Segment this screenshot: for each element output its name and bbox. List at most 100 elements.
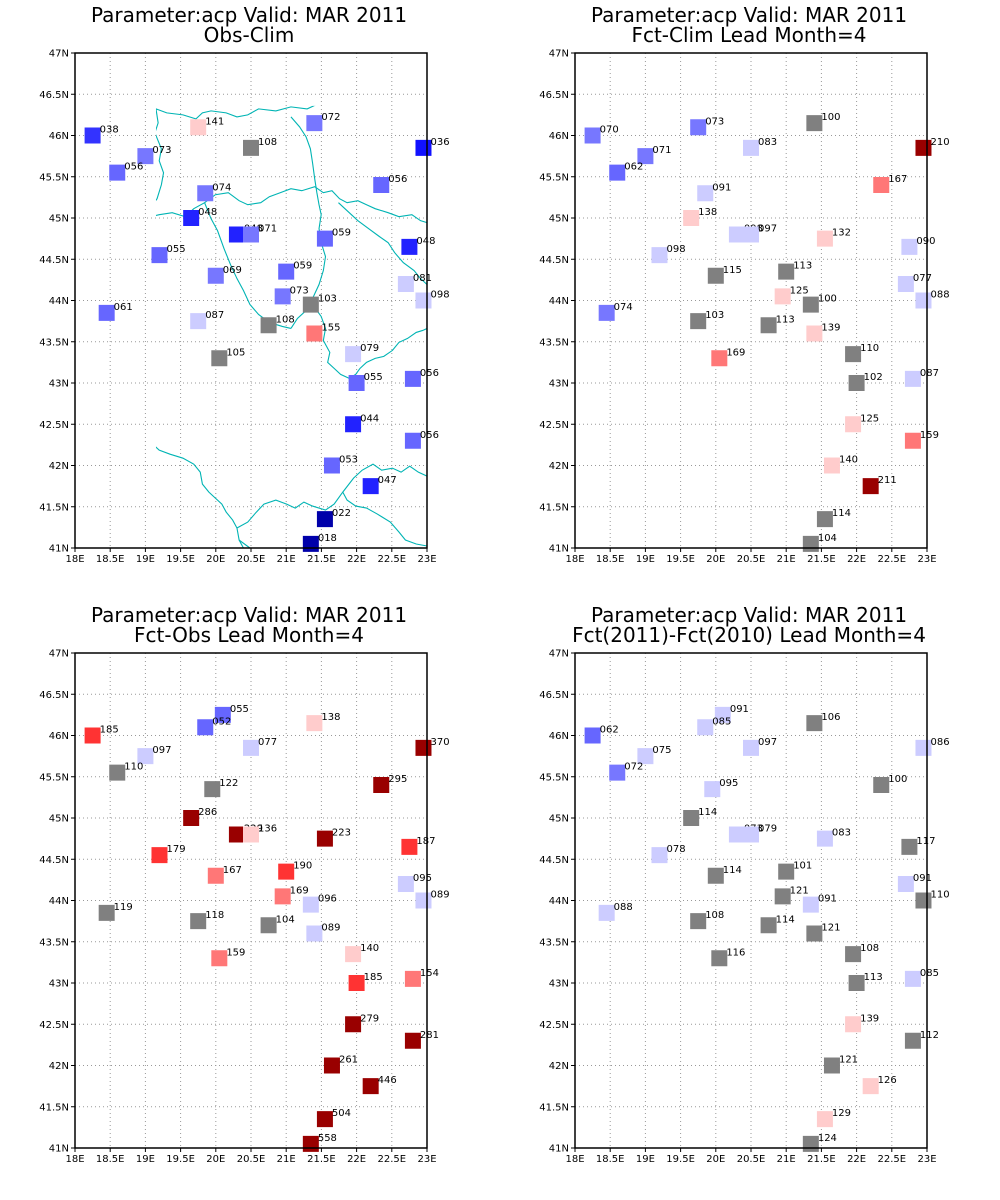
station-marker	[404, 370, 421, 387]
boundary-line	[239, 540, 250, 548]
station-value-label: 138	[321, 712, 340, 723]
station-marker	[323, 1057, 340, 1074]
station-marker	[404, 1032, 421, 1049]
station-value-label: 108	[705, 910, 724, 921]
y-tick-label: 41N	[49, 544, 69, 555]
station-marker	[302, 296, 319, 313]
y-tick-label: 43N	[49, 379, 69, 390]
y-tick-label: 46N	[549, 131, 569, 142]
station-marker	[845, 346, 862, 363]
station-value-label: 124	[818, 1133, 837, 1144]
station-marker	[806, 925, 823, 942]
station-value-label: 053	[339, 455, 358, 466]
station-value-label: 097	[758, 737, 777, 748]
station-value-label: 073	[152, 145, 171, 156]
station-marker	[151, 247, 168, 264]
station-marker	[637, 148, 654, 165]
station-marker	[197, 719, 214, 736]
station-marker	[401, 838, 418, 855]
x-tick-label: 20E	[706, 554, 725, 565]
station-value-label: 072	[321, 112, 340, 123]
x-tick-label: 18E	[65, 1154, 84, 1165]
station-value-label: 088	[614, 902, 633, 913]
station-value-label: 110	[124, 762, 143, 773]
x-tick-label: 19E	[636, 1154, 655, 1165]
station-marker	[806, 325, 823, 342]
boundary-line	[343, 492, 427, 546]
station-marker	[316, 230, 333, 247]
y-tick-label: 46N	[49, 131, 69, 142]
station-marker	[707, 867, 724, 884]
station-marker	[862, 478, 879, 495]
station-value-label: 091	[712, 182, 731, 193]
station-value-label: 036	[430, 137, 449, 148]
station-value-label: 091	[730, 704, 749, 715]
station-marker	[848, 975, 865, 991]
station-marker	[316, 830, 333, 847]
station-marker	[760, 317, 777, 334]
station-marker	[760, 917, 777, 934]
station-value-label: 108	[860, 943, 879, 954]
station-marker	[904, 1032, 921, 1049]
y-tick-label: 43.5N	[539, 337, 569, 348]
station-value-label: 073	[290, 285, 309, 296]
station-value-label: 047	[378, 475, 397, 486]
station-value-label: 048	[416, 236, 435, 247]
station-marker	[816, 1111, 833, 1128]
station-value-label: 121	[821, 923, 840, 934]
y-tick-label: 41N	[49, 1144, 69, 1155]
station-value-label: 223	[332, 828, 351, 839]
station-marker	[204, 781, 221, 798]
station-value-label: 167	[223, 865, 242, 876]
station-value-label: 129	[832, 1108, 851, 1119]
panel-subtitle: Fct-Clim Lead Month=4	[631, 23, 866, 47]
y-tick-label: 44.5N	[39, 255, 69, 266]
station-marker	[243, 226, 259, 243]
x-tick-label: 19.5E	[166, 1154, 195, 1165]
station-value-label: 103	[318, 294, 337, 305]
y-tick-label: 44.5N	[39, 855, 69, 866]
station-value-label: 140	[839, 455, 858, 466]
station-marker	[190, 119, 207, 136]
station-marker	[98, 304, 115, 321]
x-tick-label: 23E	[417, 1154, 436, 1165]
station-marker	[697, 185, 714, 202]
boundary-line	[338, 203, 427, 285]
station-marker	[197, 185, 214, 202]
station-marker	[260, 917, 277, 934]
station-value-label: 081	[413, 273, 432, 284]
station-marker	[401, 238, 418, 255]
station-value-label: 114	[776, 914, 795, 925]
station-marker	[584, 727, 601, 744]
station-marker	[348, 375, 365, 391]
x-tick-label: 19E	[136, 554, 155, 565]
station-marker	[802, 896, 819, 913]
station-marker	[711, 350, 728, 367]
x-tick-label: 20E	[706, 1154, 725, 1165]
station-value-label: 071	[258, 224, 277, 235]
x-tick-label: 19E	[636, 554, 655, 565]
station-value-label: 079	[360, 343, 379, 354]
panel-subtitle: Fct-Obs Lead Month=4	[134, 623, 364, 647]
station-marker	[190, 913, 207, 930]
station-marker	[901, 238, 918, 255]
x-tick-label: 21.5E	[307, 1154, 336, 1165]
panel-title: Parameter:acp Valid: MAR 2011	[91, 603, 407, 627]
station-value-label: 089	[321, 923, 340, 934]
station-marker	[704, 781, 721, 798]
y-tick-label: 41.5N	[539, 1102, 569, 1113]
station-marker	[362, 1078, 379, 1095]
station-value-label: 101	[793, 861, 812, 872]
station-marker	[637, 748, 654, 765]
x-tick-label: 18E	[65, 554, 84, 565]
station-value-label: 083	[832, 828, 851, 839]
station-value-label: 074	[614, 302, 633, 313]
station-marker	[323, 457, 340, 474]
station-value-label: 558	[318, 1133, 337, 1144]
station-marker	[862, 1078, 879, 1095]
station-value-label: 103	[705, 310, 724, 321]
station-value-label: 095	[413, 873, 432, 884]
station-marker	[306, 115, 323, 132]
station-marker	[802, 535, 819, 552]
station-value-label: 061	[114, 302, 133, 313]
